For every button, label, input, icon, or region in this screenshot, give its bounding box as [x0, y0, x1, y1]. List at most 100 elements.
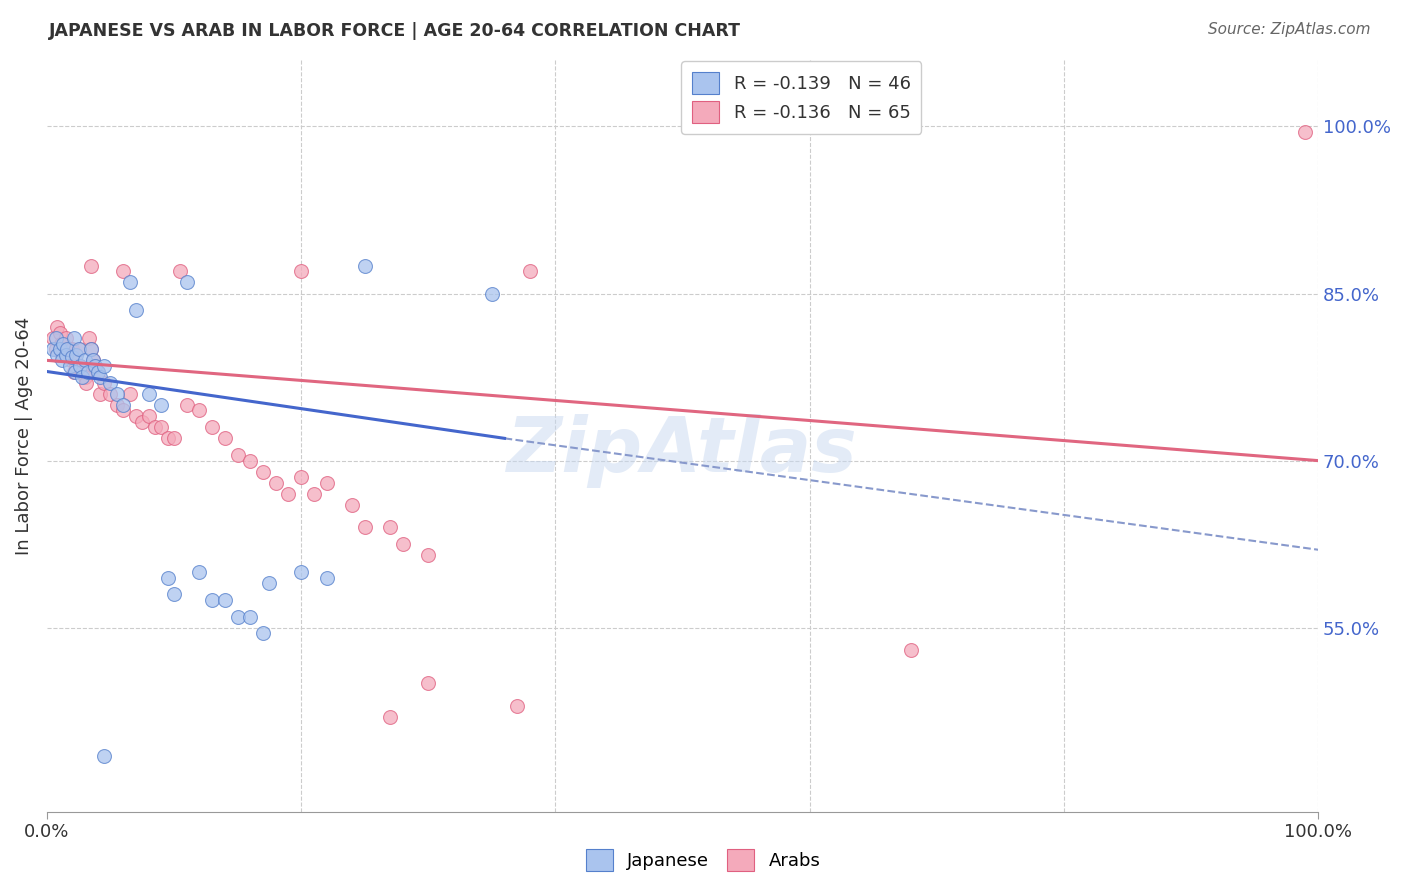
Point	[76, 364, 98, 378]
Point	[239, 609, 262, 624]
Point	[163, 431, 186, 445]
Point	[201, 592, 224, 607]
Point	[259, 576, 281, 591]
Point	[55, 348, 77, 362]
Point	[188, 403, 211, 417]
Point	[69, 359, 91, 373]
Point	[93, 376, 115, 390]
Point	[93, 359, 115, 373]
Point	[277, 487, 299, 501]
Point	[112, 398, 135, 412]
Point	[80, 343, 103, 357]
Point	[51, 353, 73, 368]
Point	[72, 364, 94, 378]
Point	[214, 592, 236, 607]
Point	[378, 710, 401, 724]
Point	[143, 420, 166, 434]
Point	[201, 420, 224, 434]
Point	[46, 348, 69, 362]
Point	[252, 465, 274, 479]
Point	[82, 353, 104, 368]
Point	[163, 587, 186, 601]
Point	[48, 326, 70, 340]
Point	[45, 343, 67, 357]
Point	[59, 359, 82, 373]
Point	[72, 370, 94, 384]
Point	[214, 431, 236, 445]
Text: Source: ZipAtlas.com: Source: ZipAtlas.com	[1208, 22, 1371, 37]
Point	[48, 343, 70, 357]
Point	[138, 386, 160, 401]
Point	[67, 343, 90, 357]
Point	[105, 398, 128, 412]
Point	[118, 276, 141, 290]
Point	[1294, 125, 1316, 139]
Point	[239, 453, 262, 467]
Point	[73, 370, 96, 384]
Point	[77, 331, 100, 345]
Point	[63, 364, 86, 378]
Point	[418, 549, 440, 563]
Point	[176, 398, 198, 412]
Point	[65, 348, 87, 362]
Point	[481, 286, 503, 301]
Point	[89, 386, 111, 401]
Point	[506, 698, 529, 713]
Y-axis label: In Labor Force | Age 20-64: In Labor Force | Age 20-64	[15, 317, 32, 555]
Point	[84, 359, 107, 373]
Legend: R = -0.139   N = 46, R = -0.136   N = 65: R = -0.139 N = 46, R = -0.136 N = 65	[681, 62, 921, 134]
Point	[353, 259, 375, 273]
Point	[100, 386, 122, 401]
Point	[392, 537, 415, 551]
Point	[100, 376, 122, 390]
Point	[118, 386, 141, 401]
Point	[176, 276, 198, 290]
Point	[82, 353, 104, 368]
Point	[315, 571, 337, 585]
Point	[87, 364, 110, 378]
Point	[150, 398, 173, 412]
Point	[75, 376, 97, 390]
Point	[125, 303, 148, 318]
Point	[55, 331, 77, 345]
Point	[519, 264, 541, 278]
Point	[169, 264, 191, 278]
Point	[80, 259, 103, 273]
Point	[378, 520, 401, 534]
Point	[138, 409, 160, 423]
Point	[49, 336, 72, 351]
Point	[63, 353, 86, 368]
Point	[62, 331, 84, 345]
Point	[46, 320, 69, 334]
Point	[156, 571, 179, 585]
Point	[51, 348, 73, 362]
Point	[290, 470, 312, 484]
Point	[65, 359, 87, 373]
Point	[93, 748, 115, 763]
Point	[226, 609, 249, 624]
Point	[60, 343, 83, 357]
Point	[60, 350, 83, 364]
Point	[52, 336, 75, 351]
Point	[60, 353, 83, 368]
Point	[42, 343, 65, 357]
Point	[67, 343, 90, 357]
Text: JAPANESE VS ARAB IN LABOR FORCE | AGE 20-64 CORRELATION CHART: JAPANESE VS ARAB IN LABOR FORCE | AGE 20…	[49, 22, 741, 40]
Point	[45, 331, 67, 345]
Point	[340, 498, 363, 512]
Point	[112, 403, 135, 417]
Point	[418, 676, 440, 690]
Point	[264, 475, 287, 490]
Point	[131, 415, 153, 429]
Point	[156, 431, 179, 445]
Point	[42, 331, 65, 345]
Point	[290, 565, 312, 579]
Point	[252, 626, 274, 640]
Legend: Japanese, Arabs: Japanese, Arabs	[578, 842, 828, 879]
Point	[69, 359, 91, 373]
Point	[73, 353, 96, 368]
Text: ZipAtlas: ZipAtlas	[508, 414, 858, 488]
Point	[52, 343, 75, 357]
Point	[56, 343, 79, 357]
Point	[80, 343, 103, 357]
